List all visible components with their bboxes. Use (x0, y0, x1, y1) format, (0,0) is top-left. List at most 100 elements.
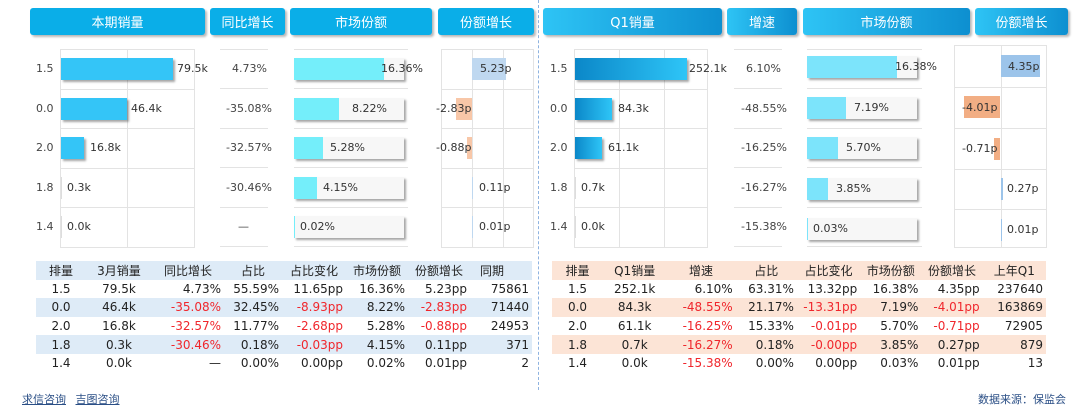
sales-value: 79.5k (177, 62, 208, 75)
share-change-value-r: 0.27p (1007, 182, 1039, 195)
q1-sales-bar (575, 98, 612, 120)
q1-sales-bar (575, 216, 576, 238)
share-value-r: 16.38% (895, 60, 937, 73)
share-change-value: 5.23p (480, 62, 512, 75)
growth-rate-value: -48.55% (741, 102, 787, 115)
share-bar-r: 3.85% (807, 178, 917, 200)
share-bar: 0.02% (294, 216, 404, 238)
share-change-bar-r (1001, 55, 1040, 77)
header-share-change: 份额增长 (438, 8, 534, 35)
growth-value: — (238, 220, 249, 233)
header-growth-rate: 增速 (727, 8, 797, 35)
share-change-grid (441, 49, 534, 248)
growth-value: -30.46% (226, 181, 272, 194)
sales-value: 16.8k (90, 141, 121, 154)
share-value: 0.02% (300, 220, 335, 233)
sales-value: 0.3k (67, 181, 91, 194)
row-label: 0.0 (550, 102, 568, 115)
row-label: 1.4 (550, 220, 568, 233)
panel-divider (538, 0, 539, 390)
row-label: 1.5 (550, 62, 568, 75)
q1-sales-chart-grid (574, 49, 708, 248)
q1-sales-value: 0.7k (581, 181, 605, 194)
table-row: 1.8 0.7k -16.27% 0.18% -0.00pp 3.85% 0.2… (552, 335, 1046, 354)
header-current-sales: 本期销量 (30, 8, 205, 35)
q1-sales-value: 0.0k (581, 220, 605, 233)
share-value: 16.36% (381, 62, 423, 75)
row-label: 1.8 (36, 181, 54, 194)
share-bar-r: 0.03% (807, 218, 917, 240)
share-change-value-r: 0.01p (1007, 223, 1039, 236)
share-change-grid-r (954, 45, 1047, 248)
table-row: 1.5 252.1k 6.10% 63.31% 13.32pp 16.38% 4… (567, 281, 1043, 296)
share-change-value: -0.88p (436, 141, 472, 154)
share-bar: 8.22% (294, 98, 404, 120)
growth-rate-value: 6.10% (746, 62, 781, 75)
col-header: 占比 (754, 263, 779, 278)
row-label: 0.0 (36, 102, 54, 115)
share-bar-r: 5.70% (807, 137, 917, 159)
row-label: 1.5 (36, 62, 54, 75)
share-change-bar (472, 58, 506, 80)
sales-bar (61, 216, 62, 238)
table-header: 排量 Q1销量 增速 占比 占比变化 市场份额 份额增长 上年Q1 (552, 261, 1046, 280)
col-header: 份额增长 (928, 263, 977, 278)
table-header: 排量 3月销量 同比增长 占比 占比变化 市场份额 份额增长 同期 (36, 261, 532, 280)
q1-sales-bar (575, 137, 602, 159)
col-header: 市场份额 (352, 263, 401, 278)
share-value-r: 0.03% (813, 222, 848, 235)
row-label: 1.4 (36, 220, 54, 233)
share-change-bar (456, 98, 472, 120)
col-header: 同比增长 (163, 263, 212, 278)
share-change-value-r: -4.01p (962, 101, 998, 114)
q1-sales-value: 84.3k (618, 102, 649, 115)
share-value: 8.22% (352, 102, 387, 115)
share-change-bar (472, 216, 473, 238)
table-row: 1.4 0.0k -15.38% 0.00% 0.00pp 0.03% 0.01… (567, 356, 1043, 371)
share-value-r: 5.70% (846, 141, 881, 154)
growth-value: -32.57% (226, 141, 272, 154)
share-change-bar-r (1001, 219, 1002, 241)
col-header: Q1销量 (614, 263, 656, 278)
q1-sales-bar (575, 177, 576, 199)
col-header: 排量 (565, 263, 590, 278)
share-value: 5.28% (330, 141, 365, 154)
share-change-bar (467, 137, 472, 159)
share-change-value: 0.01p (479, 220, 511, 233)
table-row: 2.0 16.8k -32.57% 11.77% -2.68pp 5.28% -… (51, 319, 529, 334)
col-header: 占比变化 (289, 263, 338, 278)
col-header: 市场份额 (866, 263, 915, 278)
share-bar: 5.28% (294, 137, 404, 159)
growth-value: 4.73% (232, 62, 267, 75)
share-bar: 4.15% (294, 177, 404, 199)
share-change-bar-r (964, 96, 1000, 118)
row-label: 1.8 (550, 181, 568, 194)
share-change-value: -2.83p (436, 102, 472, 115)
share-change-bar (472, 177, 473, 199)
col-header: 排量 (48, 263, 73, 278)
col-header: 份额增长 (414, 263, 463, 278)
link-jitu[interactable]: 吉图咨询 (75, 393, 120, 406)
share-bar-r: 7.19% (807, 97, 917, 119)
share-value-r: 3.85% (836, 182, 871, 195)
header-share-change-r: 份额增长 (975, 8, 1068, 35)
sales-value: 0.0k (67, 220, 91, 233)
table-row: 0.0 84.3k -48.55% 21.17% -13.31pp 7.19% … (552, 298, 1046, 317)
share-change-value-r: -0.71p (962, 142, 998, 155)
left-data-table: 排量 3月销量 同比增长 占比 占比变化 市场份额 份额增长 同期 1.5 79… (36, 261, 532, 373)
sales-bar (61, 98, 127, 120)
col-header: 占比变化 (804, 263, 853, 278)
sales-bar (61, 177, 62, 199)
table-row: 1.4 0.0k — 0.00% 0.00pp 0.02% 0.01pp 2 (51, 356, 529, 371)
data-source: 数据来源：保监会 (978, 393, 1066, 406)
col-header: 增速 (688, 263, 713, 278)
growth-rate-value: -15.38% (741, 220, 787, 233)
header-yoy-growth: 同比增长 (210, 8, 285, 35)
share-bar: 16.36% (294, 58, 423, 80)
col-header: 占比 (240, 263, 265, 278)
header-market-share: 市场份额 (290, 8, 432, 35)
link-qiuxin[interactable]: 求信咨询 (22, 393, 66, 406)
share-change-bar-r (994, 138, 1000, 160)
share-value: 4.15% (323, 181, 358, 194)
sales-bar (61, 58, 173, 80)
